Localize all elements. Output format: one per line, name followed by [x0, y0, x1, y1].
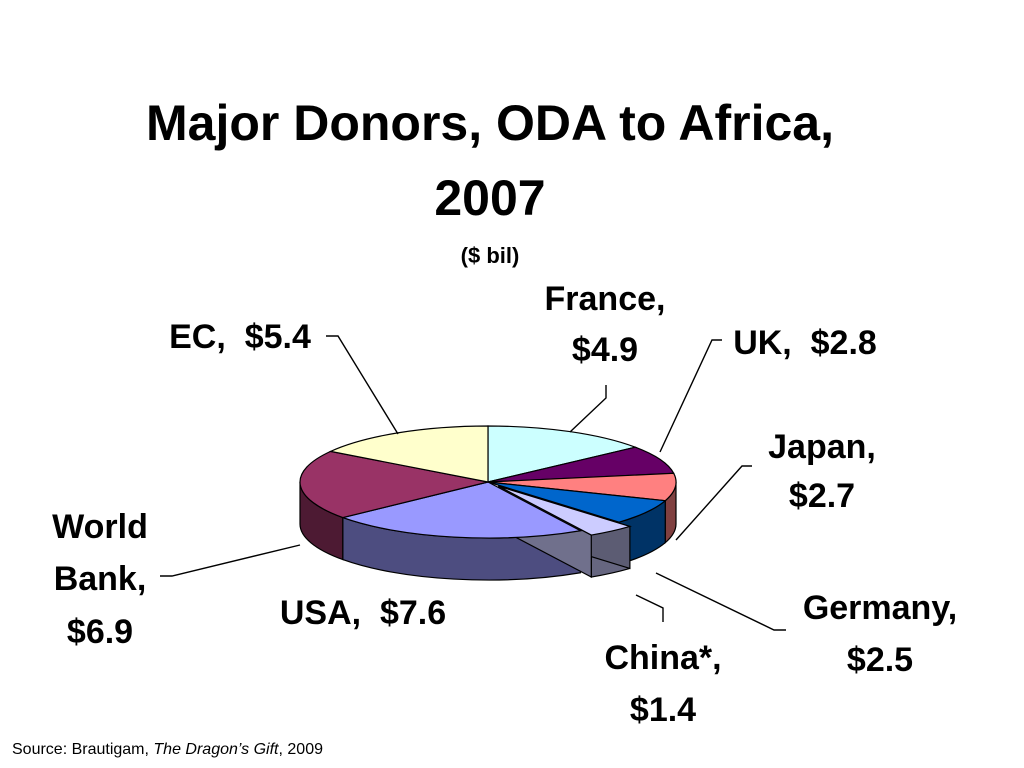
- slice-label-uk: UK, $2.8: [733, 324, 877, 362]
- slice-label-germany-line-1: Germany,: [803, 589, 957, 627]
- pie-tops: [299, 425, 677, 539]
- slice-label-world-bank-line-3: $6.9: [67, 613, 133, 651]
- leader-line-china: [635, 594, 664, 622]
- slice-label-world-bank-line-1: World: [52, 508, 148, 546]
- leader-line-japan: [675, 465, 752, 541]
- slice-label-world-bank-line-2: Bank,: [54, 560, 147, 598]
- slice-label-usa: USA, $7.6: [280, 594, 446, 632]
- source-book-title: The Dragon’s Gift: [153, 741, 279, 758]
- source-note: Source: Brautigam, The Dragon’s Gift, 20…: [12, 741, 323, 759]
- slice-usa: [340, 481, 583, 539]
- leader-line-world-bank: [160, 544, 301, 577]
- pie-chart: Major Donors, ODA to Africa, 2007 ($ bil…: [52, 95, 957, 729]
- slice-germany: [487, 481, 667, 523]
- slice-world-bank: [299, 450, 489, 519]
- chart-subtitle: ($ bil): [461, 243, 520, 268]
- slice-label-china-line-1: China*,: [604, 639, 721, 677]
- chart-title-line-2: 2007: [434, 170, 545, 226]
- chart-title-line-1: Major Donors, ODA to Africa,: [146, 95, 834, 151]
- leader-line-uk: [659, 339, 722, 453]
- slice-label-japan-line-2: $2.7: [789, 477, 855, 515]
- source-suffix: , 2009: [278, 741, 323, 758]
- slice-ec: [328, 425, 489, 483]
- source-prefix: Source: Brautigam,: [12, 741, 154, 758]
- slice-label-china-line-2: $1.4: [630, 691, 696, 729]
- pie-leaders: [160, 335, 786, 631]
- slice-label-france-line-2: $4.9: [572, 331, 638, 369]
- slice-china: [498, 485, 632, 536]
- leader-line-germany: [655, 572, 786, 631]
- pie-labels: France, $4.9 UK, $2.8 Japan, $2.7 Germany, $2.…: [52, 280, 957, 729]
- slice-label-japan-line-1: Japan,: [768, 428, 876, 466]
- slice-label-france-line-1: France,: [545, 280, 666, 318]
- leader-line-france: [569, 385, 607, 433]
- slice-label-ec: EC, $5.4: [169, 318, 311, 356]
- slice-label-germany-line-2: $2.5: [847, 641, 913, 679]
- leader-line-ec: [326, 335, 399, 435]
